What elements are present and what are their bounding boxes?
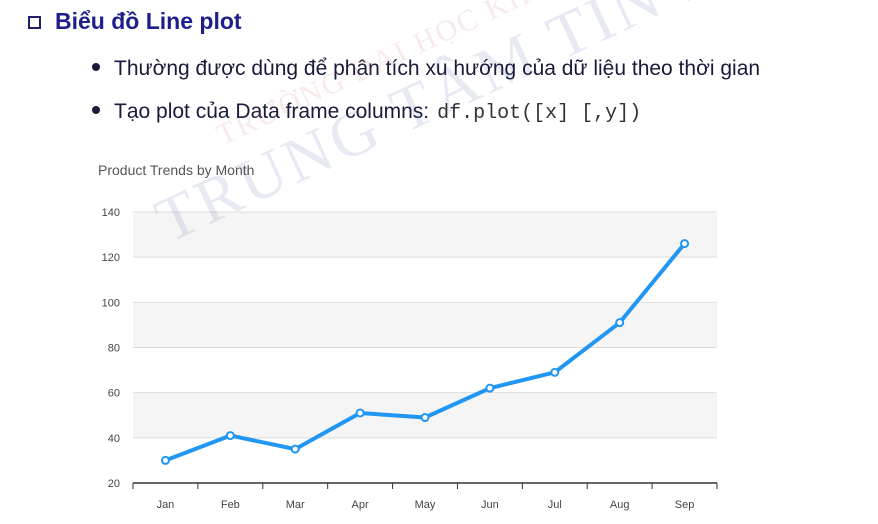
data-points (160, 239, 690, 465)
y-tick-label: 60 (108, 388, 120, 400)
grid-band (133, 212, 717, 258)
x-tick-label: Jul (548, 499, 562, 511)
x-tick-label: May (415, 499, 436, 511)
data-point (225, 431, 235, 441)
data-point (160, 455, 170, 465)
code-snippet: df.plot([x] [,y]) (437, 102, 642, 125)
data-point (680, 239, 690, 249)
data-point (550, 367, 560, 377)
x-axis: Jan Feb Mar Apr May Jun Jul Aug Sep (132, 482, 718, 511)
x-tick-label: Aug (610, 499, 630, 511)
y-tick-label: 140 (102, 207, 120, 219)
x-tick-label: Feb (221, 499, 240, 511)
grid-bands (133, 212, 717, 438)
x-tick-label: Apr (352, 499, 369, 511)
slide-title: Biểu đồ Line plot (55, 8, 242, 34)
chart-title: Product Trends by Month (98, 162, 254, 178)
y-tick-label: 20 (108, 478, 120, 490)
data-point (615, 318, 625, 328)
x-tick-label: Mar (286, 499, 305, 511)
slide-heading: Biểu đồ Line plot (28, 8, 242, 35)
bullet-item-2: Tạo plot của Data frame columns: df.plot… (92, 100, 641, 125)
bullet-text-2: Tạo plot của Data frame columns: (114, 100, 430, 123)
checkbox-bullet-icon (28, 16, 41, 29)
data-point (485, 383, 495, 393)
y-tick-label: 100 (102, 297, 120, 309)
y-tick-label: 120 (102, 252, 120, 264)
data-point (290, 444, 300, 454)
data-point (420, 413, 430, 423)
bullet-item-1: Thường được dùng để phân tích xu hướng c… (92, 57, 760, 81)
bullet-dot-icon (92, 63, 100, 71)
data-point (355, 408, 365, 418)
bullet-dot-icon (92, 106, 100, 114)
x-tick-label: Jan (157, 499, 175, 511)
y-tick-label: 80 (108, 343, 120, 355)
x-tick-label: Jun (481, 499, 499, 511)
y-axis-ticks: 20 40 60 80 100 120 140 (102, 207, 120, 490)
bullet-text-1: Thường được dùng để phân tích xu hướng c… (114, 57, 761, 80)
y-tick-label: 40 (108, 433, 120, 445)
x-tick-label: Sep (675, 499, 695, 511)
